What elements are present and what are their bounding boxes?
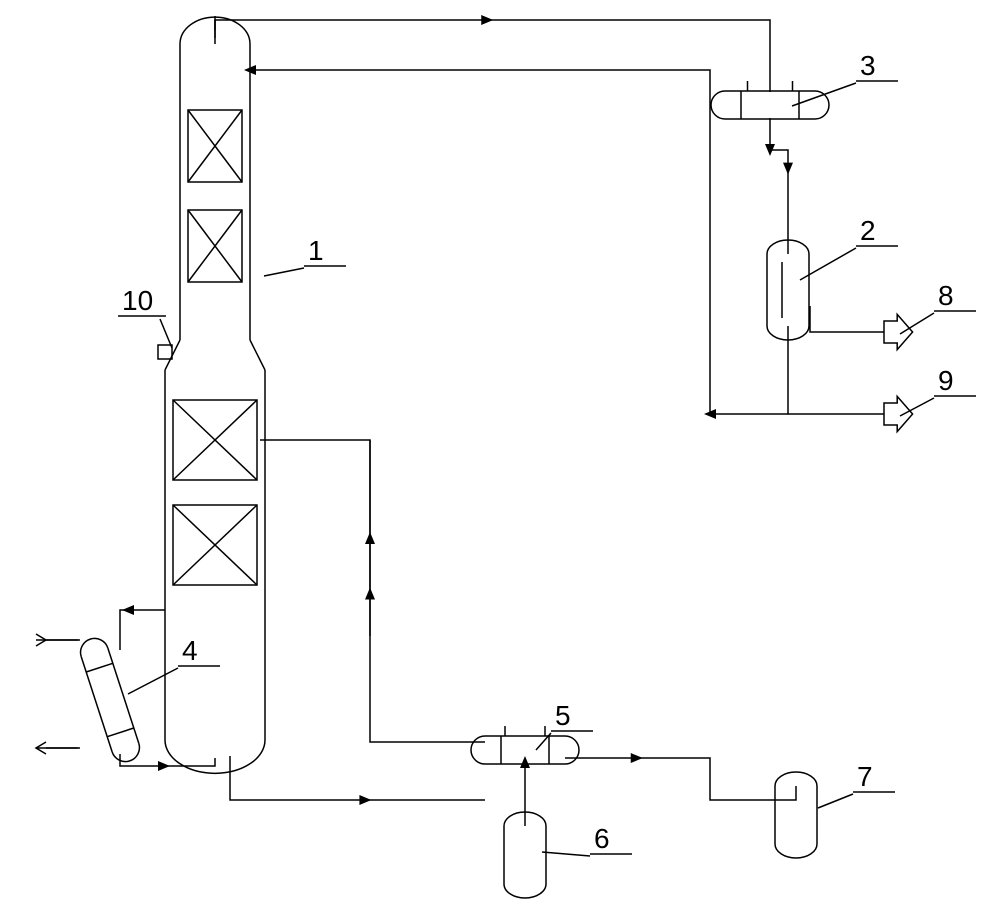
label-1: 1	[308, 235, 324, 266]
label-6: 6	[594, 823, 610, 854]
label-9: 9	[938, 365, 954, 396]
label-7: 7	[857, 761, 873, 792]
label-4: 4	[182, 635, 198, 666]
label-3: 3	[860, 50, 876, 81]
label-10: 10	[122, 285, 153, 316]
label-5: 5	[555, 700, 571, 731]
label-8: 8	[938, 280, 954, 311]
label-2: 2	[860, 215, 876, 246]
